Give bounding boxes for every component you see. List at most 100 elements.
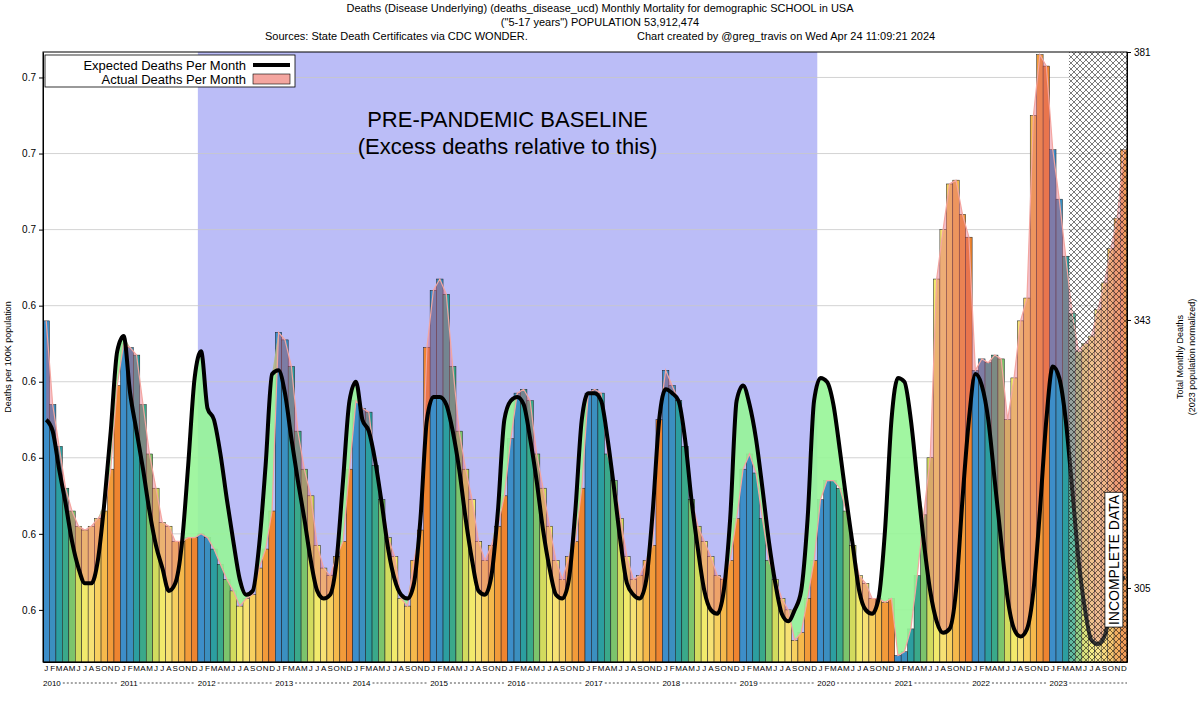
x-tick: M — [456, 662, 463, 673]
x-tick: S — [637, 662, 642, 673]
bar — [972, 370, 978, 662]
x-tick-label: J — [154, 664, 158, 673]
x-tick: F — [592, 662, 597, 673]
x-tick-label: F — [128, 664, 133, 673]
x-tick-label: M — [520, 664, 527, 673]
bar — [398, 598, 404, 662]
x-tick: J — [231, 662, 235, 673]
plot-background — [43, 52, 1127, 662]
x-tick: F — [50, 662, 55, 673]
bar — [256, 568, 262, 662]
x-tick: S — [250, 662, 255, 673]
x-tick-label: A — [1095, 664, 1101, 673]
x-tick-label: O — [566, 664, 572, 673]
year-divider — [140, 683, 195, 684]
x-tick-label: M — [146, 664, 153, 673]
x-tick-label: O — [875, 664, 881, 673]
x-tick: S — [560, 662, 565, 673]
x-tick: J — [354, 662, 358, 673]
x-tick: M — [56, 662, 63, 673]
x-tick-label: J — [83, 664, 87, 673]
x-tick-label: J — [509, 664, 513, 673]
bar — [204, 538, 210, 662]
x-tick-label: F — [1057, 664, 1062, 673]
x-tick: J — [773, 662, 777, 673]
x-tick-label: M — [766, 664, 773, 673]
x-tick-label: D — [966, 664, 972, 673]
year-divider — [915, 683, 970, 684]
x-tick-label: J — [1051, 664, 1055, 673]
x-tick-label: J — [393, 664, 397, 673]
x-tick-label: J — [1012, 664, 1016, 673]
x-tick-label: A — [244, 664, 250, 673]
x-tick-label: M — [998, 664, 1005, 673]
x-tick-label: J — [702, 664, 706, 673]
x-tick-label: M — [843, 664, 850, 673]
bar — [359, 408, 365, 662]
x-tick: O — [953, 662, 959, 673]
bar — [740, 469, 746, 662]
legend-label: Actual Deaths Per Month — [101, 72, 246, 87]
bar — [191, 538, 197, 662]
y-tick-mark — [39, 534, 43, 535]
x-tick: J — [238, 662, 242, 673]
x-tick-label: D — [656, 664, 662, 673]
x-tick-label: N — [882, 664, 888, 673]
x-tick: F — [205, 662, 210, 673]
x-tick: N — [263, 662, 269, 673]
y-tick: 0.6 — [22, 529, 43, 540]
year-label: 2010 — [43, 679, 61, 688]
x-tick: N — [572, 662, 578, 673]
bar — [114, 386, 120, 662]
x-tick: S — [405, 662, 410, 673]
year-label: 2021 — [895, 679, 913, 688]
x-tick-label: M — [443, 664, 450, 673]
x-tick-label: F — [902, 664, 907, 673]
x-tick-label: S — [715, 664, 720, 673]
year-divider — [295, 683, 350, 684]
x-tick-label: N — [340, 664, 346, 673]
incomplete-label: INCOMPLETE DATA — [1106, 494, 1122, 625]
bar — [108, 469, 114, 662]
x-tick: M — [301, 662, 308, 673]
x-tick: J — [618, 662, 622, 673]
x-tick: F — [360, 662, 365, 673]
x-tick-label: M — [133, 664, 140, 673]
x-tick-label: A — [863, 664, 869, 673]
x-tick-label: S — [250, 664, 255, 673]
x-tick-label: F — [437, 664, 442, 673]
bar — [882, 602, 888, 662]
year-label: 2015 — [430, 679, 448, 688]
x-tick-label: M — [56, 664, 63, 673]
x-tick-label: J — [618, 664, 622, 673]
x-tick-label: O — [798, 664, 804, 673]
bar — [598, 393, 604, 662]
year-divider — [450, 683, 505, 684]
x-tick: M — [288, 662, 295, 673]
x-tick: A — [321, 662, 327, 673]
y-tick: 0.7 — [22, 148, 43, 159]
x-tick-label: A — [321, 664, 327, 673]
x-tick: M — [753, 662, 760, 673]
x-tick: N — [418, 662, 424, 673]
bar — [230, 591, 236, 662]
x-tick: A — [631, 662, 637, 673]
plot-area — [43, 52, 1127, 662]
x-tick-label: N — [650, 664, 656, 673]
x-tick-label: M — [456, 664, 463, 673]
x-tick-label: J — [160, 664, 164, 673]
x-tick-label: J — [973, 664, 977, 673]
x-tick: J — [664, 662, 668, 673]
x-tick-label: O — [953, 664, 959, 673]
bar — [837, 488, 843, 662]
x-tick: O — [101, 662, 107, 673]
x-tick-label: F — [670, 664, 675, 673]
x-tick-label: J — [464, 664, 468, 673]
y-tick-mark — [39, 154, 43, 155]
x-tick-label: M — [1062, 664, 1069, 673]
x-tick: M — [133, 662, 140, 673]
bar — [372, 465, 378, 662]
x-tick-label: D — [889, 664, 895, 673]
x-tick-label: F — [747, 664, 752, 673]
x-tick: A — [708, 662, 714, 673]
